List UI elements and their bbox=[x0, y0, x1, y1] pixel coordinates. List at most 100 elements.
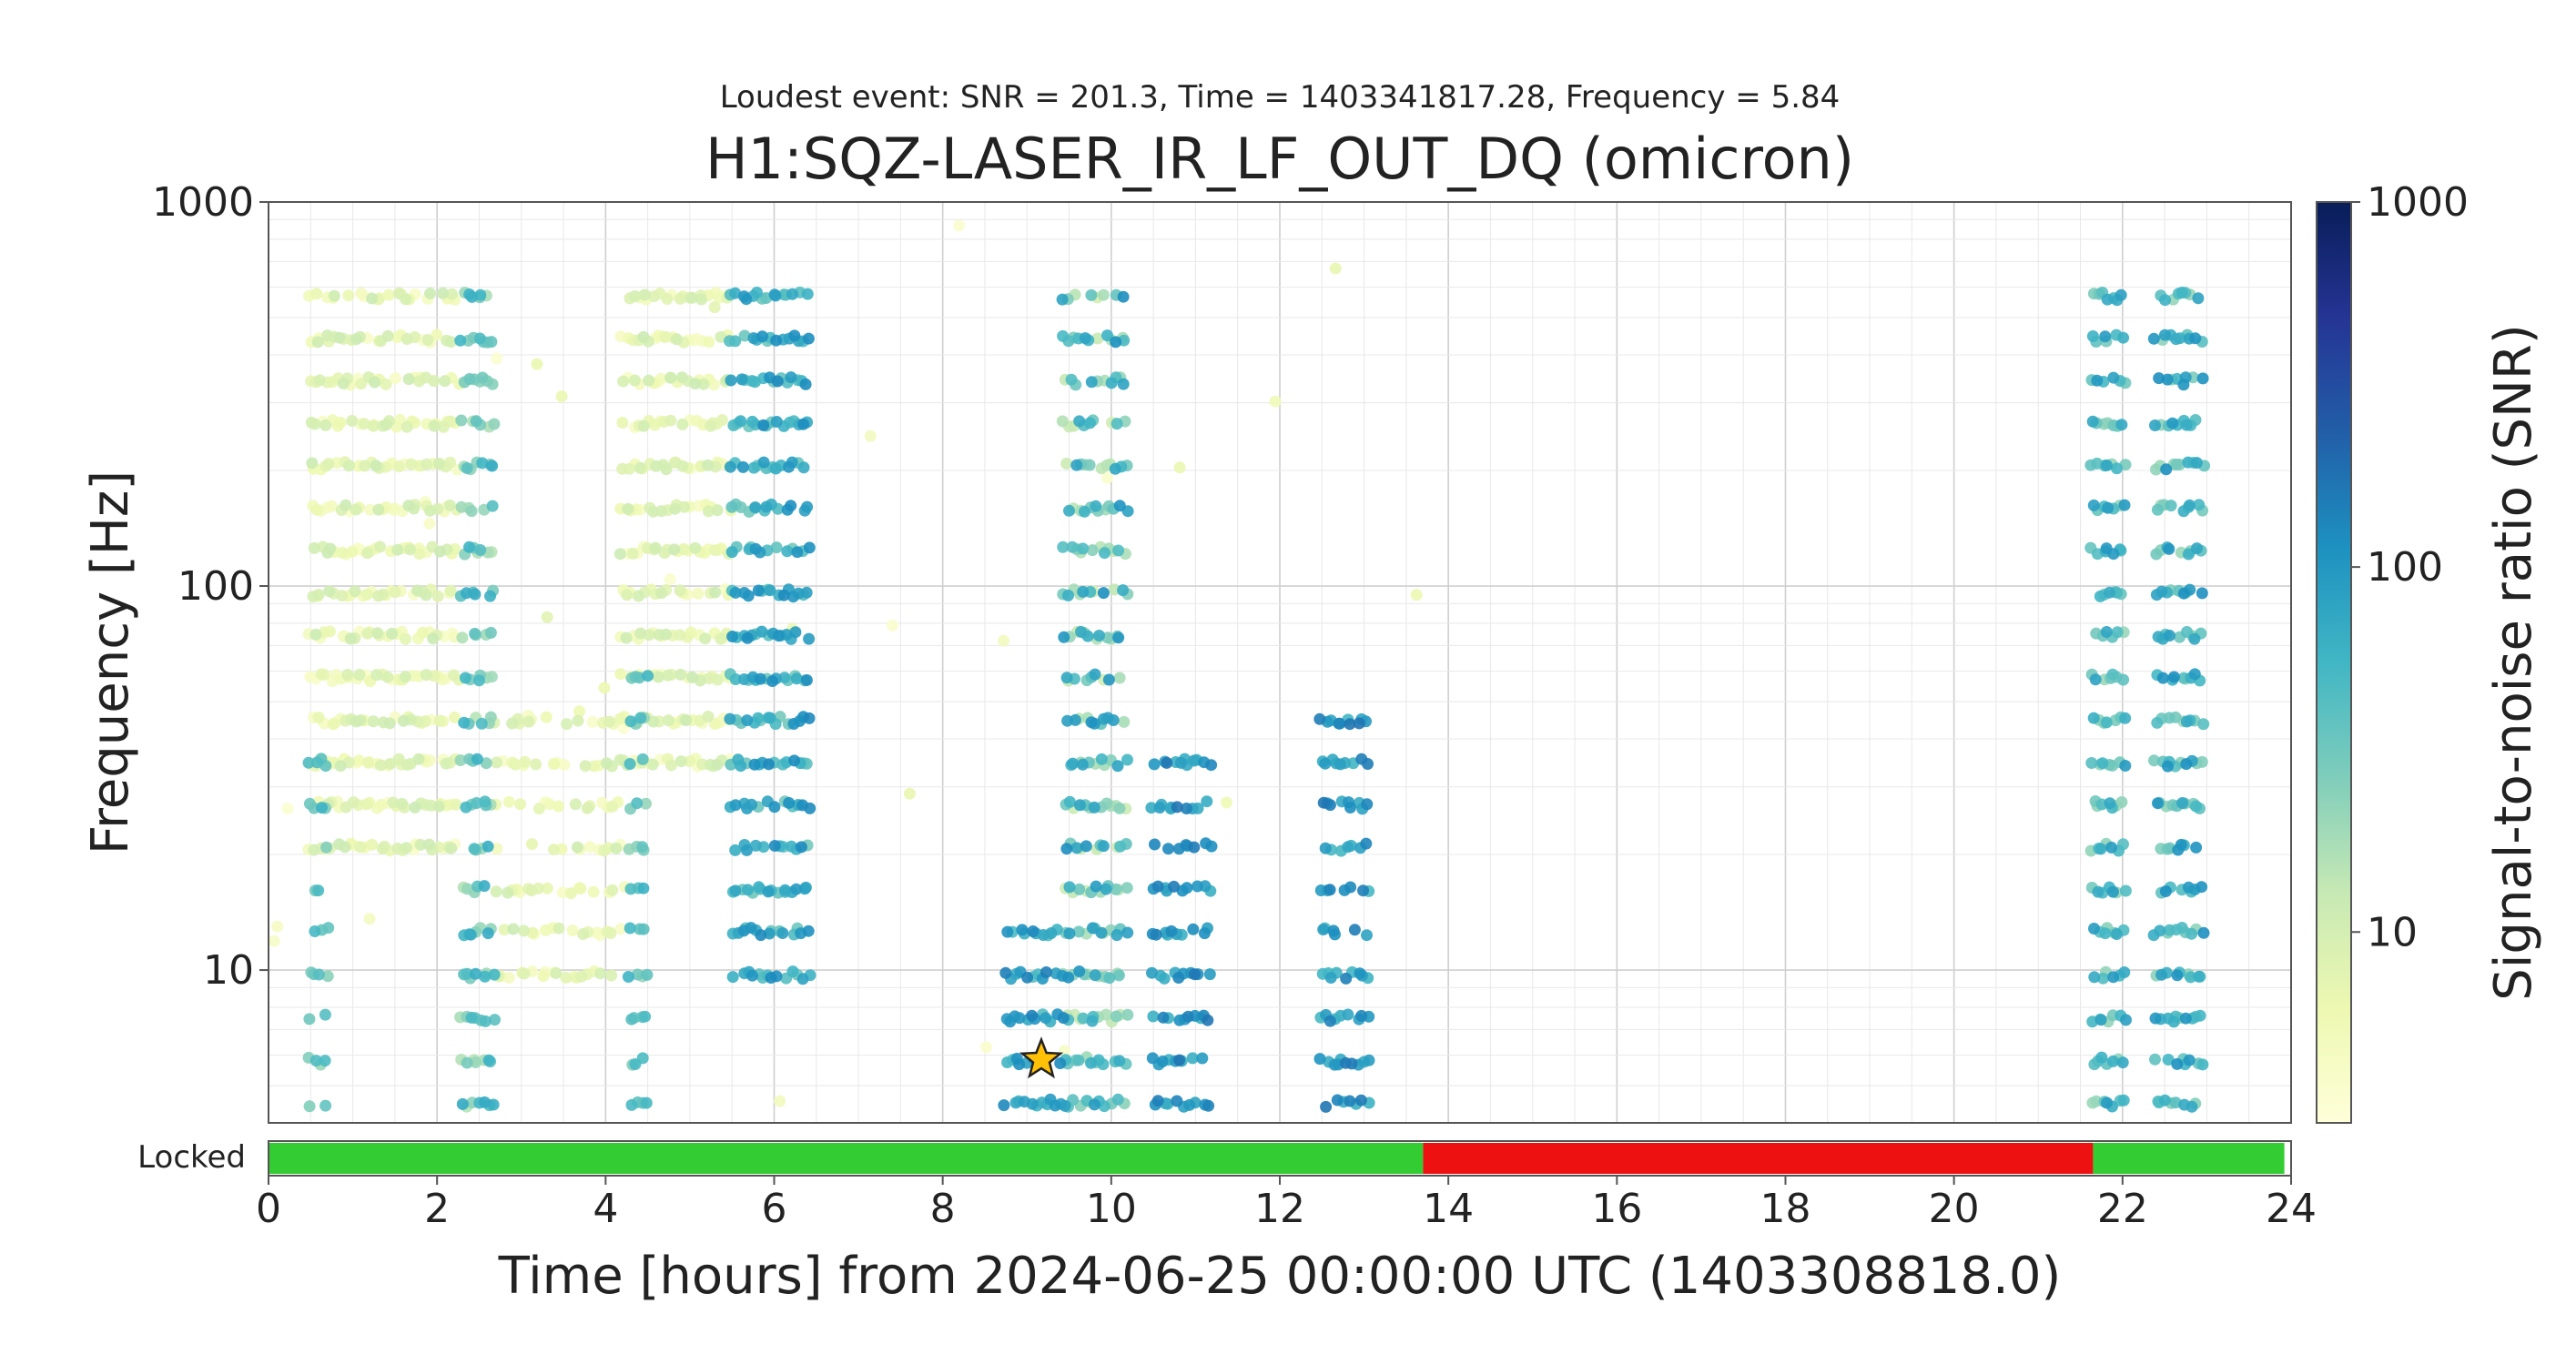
trigger-point bbox=[571, 841, 583, 854]
trigger-point bbox=[540, 711, 553, 723]
trigger-point bbox=[319, 1099, 332, 1112]
trigger-point bbox=[1324, 972, 1337, 984]
trigger-point bbox=[548, 844, 560, 856]
trigger-point bbox=[1203, 968, 1216, 981]
trigger-point bbox=[1355, 1009, 1368, 1022]
trigger-point bbox=[1105, 377, 1118, 389]
trigger-point bbox=[2091, 457, 2104, 470]
trigger-point bbox=[605, 969, 618, 982]
trigger-point bbox=[2119, 760, 2132, 772]
trigger-point bbox=[323, 585, 336, 598]
trigger-point bbox=[389, 586, 401, 599]
trigger-point bbox=[614, 668, 627, 681]
x-tick-label: 6 bbox=[762, 1186, 787, 1232]
trigger-point bbox=[2179, 1012, 2192, 1025]
trigger-point bbox=[1090, 880, 1102, 893]
trigger-point bbox=[614, 923, 627, 935]
trigger-point bbox=[689, 378, 702, 390]
trigger-point bbox=[316, 802, 328, 814]
trigger-point bbox=[2186, 927, 2198, 940]
trigger-point bbox=[1344, 802, 1356, 813]
trigger-point bbox=[1187, 923, 1200, 935]
trigger-point bbox=[637, 923, 650, 935]
y-tick-label: 1000 bbox=[152, 179, 254, 226]
trigger-point bbox=[367, 419, 380, 432]
trigger-point bbox=[444, 584, 457, 597]
trigger-point bbox=[2182, 456, 2195, 469]
trigger-point bbox=[716, 414, 728, 427]
trigger-point bbox=[2163, 542, 2175, 555]
trigger-point bbox=[463, 373, 476, 385]
trigger-point bbox=[2099, 330, 2112, 343]
trigger-point bbox=[428, 375, 441, 388]
trigger-point bbox=[454, 754, 467, 766]
trigger-point bbox=[572, 714, 584, 727]
trigger-point bbox=[591, 926, 603, 939]
trigger-point bbox=[468, 843, 481, 855]
trigger-point bbox=[2165, 500, 2177, 512]
trigger-point bbox=[2172, 844, 2185, 856]
trigger-point bbox=[2115, 796, 2128, 808]
trigger-point bbox=[621, 589, 634, 601]
trigger-point bbox=[340, 801, 352, 813]
trigger-point bbox=[303, 1100, 316, 1113]
trigger-point bbox=[310, 756, 323, 769]
trigger-point bbox=[2152, 797, 2164, 810]
trigger-point bbox=[689, 541, 702, 554]
trigger-point bbox=[2086, 415, 2099, 428]
trigger-point bbox=[664, 371, 677, 384]
trigger-point bbox=[803, 712, 816, 724]
trigger-point bbox=[771, 375, 784, 388]
trigger-point bbox=[1111, 1093, 1124, 1106]
trigger-point bbox=[1099, 547, 1111, 560]
trigger-point bbox=[2107, 1055, 2119, 1067]
trigger-point bbox=[1113, 802, 1126, 814]
x-tick-label: 0 bbox=[256, 1186, 281, 1232]
trigger-point bbox=[752, 584, 765, 597]
trigger-point bbox=[391, 843, 404, 854]
trigger-point bbox=[482, 927, 494, 940]
trigger-point bbox=[770, 334, 783, 347]
trigger-point bbox=[363, 913, 376, 925]
trigger-point bbox=[460, 801, 472, 813]
trigger-point bbox=[2182, 881, 2195, 894]
trigger-point bbox=[315, 668, 328, 681]
trigger-point bbox=[649, 541, 662, 554]
trigger-point bbox=[361, 627, 374, 640]
trigger-point bbox=[553, 922, 565, 935]
trigger-point bbox=[1021, 971, 1034, 984]
trigger-point bbox=[1088, 1098, 1100, 1111]
trigger-point bbox=[312, 712, 325, 724]
trigger-point bbox=[1091, 332, 1104, 345]
trigger-point bbox=[1112, 544, 1125, 557]
trigger-point bbox=[1086, 544, 1099, 557]
trigger-point bbox=[465, 1011, 478, 1024]
trigger-point bbox=[729, 799, 742, 812]
trigger-point bbox=[796, 973, 809, 985]
trigger-point bbox=[2182, 548, 2195, 561]
trigger-point bbox=[624, 922, 636, 935]
trigger-point bbox=[498, 924, 511, 936]
trigger-point bbox=[662, 714, 674, 727]
trigger-point bbox=[305, 416, 318, 429]
trigger-point bbox=[777, 589, 790, 601]
trigger-point bbox=[2100, 626, 2113, 638]
trigger-point bbox=[1026, 1097, 1039, 1110]
trigger-point bbox=[2159, 885, 2172, 897]
trigger-point bbox=[749, 501, 762, 513]
trigger-point bbox=[328, 289, 340, 302]
trigger-point bbox=[783, 796, 796, 809]
trigger-point bbox=[1117, 584, 1130, 597]
trigger-point bbox=[444, 336, 457, 349]
colorbar-label: Signal-to-noise ratio (SNR) bbox=[2484, 324, 2543, 1000]
trigger-point bbox=[2171, 969, 2184, 982]
trigger-point bbox=[502, 795, 515, 808]
trigger-point bbox=[2170, 459, 2183, 470]
trigger-point bbox=[1319, 757, 1332, 770]
trigger-point bbox=[514, 798, 527, 811]
trigger-point bbox=[636, 753, 649, 765]
trigger-point bbox=[725, 546, 738, 559]
trigger-point bbox=[711, 673, 724, 686]
trigger-point bbox=[455, 500, 468, 513]
trigger-point bbox=[360, 588, 373, 601]
